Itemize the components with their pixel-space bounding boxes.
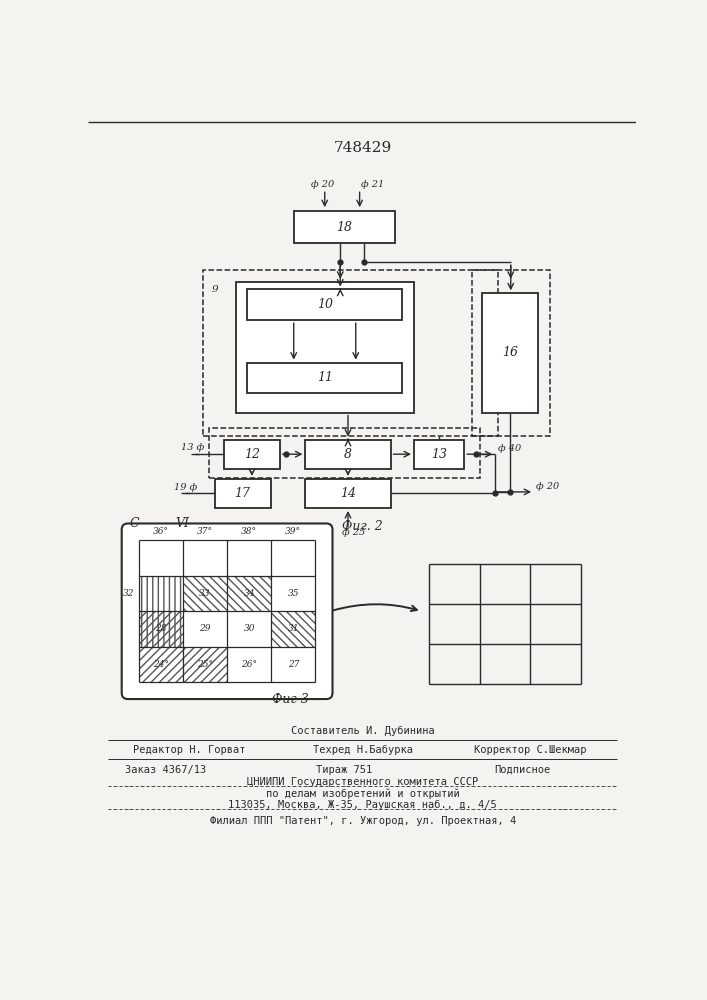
Text: ф 21: ф 21 xyxy=(361,180,385,189)
Text: Филиал ППП "Патент", г. Ужгород, ул. Проектная, 4: Филиал ППП "Патент", г. Ужгород, ул. Про… xyxy=(209,816,516,826)
Bar xyxy=(139,647,183,682)
Text: Подписное: Подписное xyxy=(494,765,551,775)
Bar xyxy=(183,576,227,611)
Text: 34: 34 xyxy=(243,589,255,598)
Text: ф 40: ф 40 xyxy=(498,444,521,453)
Text: Составитель И. Дубинина: Составитель И. Дубинина xyxy=(291,726,435,736)
Text: 13: 13 xyxy=(431,448,447,461)
Bar xyxy=(139,611,183,647)
Text: 30: 30 xyxy=(243,624,255,633)
Text: 27: 27 xyxy=(288,660,299,669)
Bar xyxy=(271,611,315,647)
Text: 11: 11 xyxy=(317,371,333,384)
Text: VI: VI xyxy=(175,517,189,530)
Bar xyxy=(472,270,549,436)
Text: C: C xyxy=(129,517,139,530)
Bar xyxy=(305,479,391,508)
Text: 37°: 37° xyxy=(197,527,213,536)
Text: ф 20: ф 20 xyxy=(535,482,559,491)
Text: 8: 8 xyxy=(344,448,352,461)
Text: Тираж 751: Тираж 751 xyxy=(316,765,373,775)
Text: 12: 12 xyxy=(244,448,260,461)
Bar xyxy=(293,211,395,243)
Text: 33: 33 xyxy=(199,589,211,598)
Text: 39°: 39° xyxy=(286,527,301,536)
Text: 25°: 25° xyxy=(197,660,213,669)
Text: 31: 31 xyxy=(288,624,299,633)
Bar xyxy=(203,270,498,436)
Text: 17: 17 xyxy=(235,487,250,500)
Bar xyxy=(139,611,183,647)
FancyBboxPatch shape xyxy=(122,523,332,699)
Text: 29: 29 xyxy=(199,624,211,633)
Bar xyxy=(305,440,391,469)
Text: ф 25: ф 25 xyxy=(341,528,365,537)
Text: 24°: 24° xyxy=(153,660,169,669)
Bar xyxy=(183,647,227,682)
Text: Заказ 4367/13: Заказ 4367/13 xyxy=(125,765,206,775)
Text: Фиг 3: Фиг 3 xyxy=(271,693,308,706)
Text: 36°: 36° xyxy=(153,527,169,536)
Bar xyxy=(209,428,480,478)
Text: Редактор Н. Горват: Редактор Н. Горват xyxy=(133,745,245,755)
Bar xyxy=(139,576,183,611)
Text: Фиг. 2: Фиг. 2 xyxy=(342,520,383,533)
Text: 748429: 748429 xyxy=(334,141,392,155)
Bar xyxy=(235,282,414,413)
Text: 18: 18 xyxy=(336,221,352,234)
Text: 35: 35 xyxy=(288,589,299,598)
Bar xyxy=(227,576,271,611)
Bar xyxy=(224,440,280,469)
Text: 13 ф: 13 ф xyxy=(182,443,204,452)
Text: по делам изобретений и открытий: по делам изобретений и открытий xyxy=(266,788,460,799)
Text: 28: 28 xyxy=(155,624,167,633)
Text: Техред Н.Бабурка: Техред Н.Бабурка xyxy=(312,745,413,755)
Text: 32: 32 xyxy=(122,589,134,598)
Text: 26°: 26° xyxy=(241,660,257,669)
Text: 14: 14 xyxy=(340,487,356,500)
Bar xyxy=(215,479,271,508)
Bar xyxy=(482,293,538,413)
Bar xyxy=(247,363,402,393)
Text: Корректор С.Шекмар: Корректор С.Шекмар xyxy=(474,745,586,755)
Text: 9: 9 xyxy=(211,285,218,294)
Text: ф 20: ф 20 xyxy=(311,180,334,189)
Bar xyxy=(247,289,402,320)
Text: 19 ф: 19 ф xyxy=(175,483,198,492)
Text: 10: 10 xyxy=(317,298,333,311)
Text: ЦНИИПИ Государственного комитета СССР: ЦНИИПИ Государственного комитета СССР xyxy=(247,777,479,787)
Text: 38°: 38° xyxy=(241,527,257,536)
Text: 113035, Москва, Ж-35, Раушская наб., д. 4/5: 113035, Москва, Ж-35, Раушская наб., д. … xyxy=(228,800,497,810)
Bar xyxy=(414,440,464,469)
Text: 16: 16 xyxy=(502,346,518,359)
